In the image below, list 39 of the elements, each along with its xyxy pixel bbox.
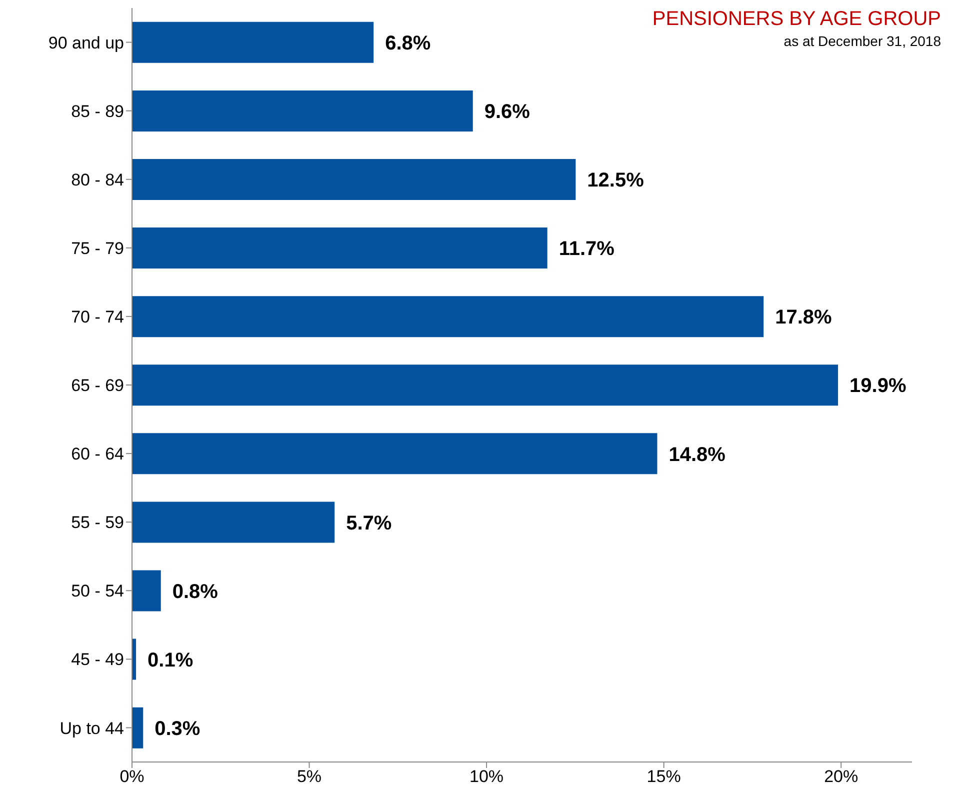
chart-title: PENSIONERS BY AGE GROUP [652, 8, 941, 31]
x-tick-label: 15% [646, 767, 681, 786]
y-tick-label: 50 - 54 [71, 582, 124, 601]
y-tick-label: 80 - 84 [71, 170, 124, 190]
x-tick-label: 10% [470, 767, 504, 786]
x-tick-label: 5% [296, 767, 322, 786]
y-tick-label: 90 and up [48, 33, 124, 52]
text: as at December 31, 2018 [782, 33, 941, 49]
data-label: 0.1% [148, 649, 194, 672]
data-label: 19.9% [850, 375, 906, 398]
data-label: 5.7% [346, 512, 392, 534]
data-label: 6.8% [385, 32, 431, 54]
y-tick-label: 55 - 59 [71, 513, 124, 532]
y-tick-label: 70 - 74 [71, 307, 124, 326]
data-label: 0.3% [154, 718, 200, 740]
bar [132, 433, 658, 474]
bar [132, 570, 161, 612]
y-tick-label: 60 - 64 [71, 444, 124, 464]
bar [132, 158, 576, 200]
data-label: 11.7% [558, 238, 615, 260]
data-label: 14.8% [668, 444, 726, 466]
x-tick-label: 20% [824, 767, 858, 786]
y-tick-label: 75 - 79 [71, 238, 124, 258]
data-label: 12.5% [587, 170, 644, 192]
bar [132, 22, 374, 63]
bar [132, 364, 838, 406]
y-tick-label: 85 - 89 [71, 102, 124, 121]
y-tick-label: 45 - 49 [71, 650, 124, 670]
data-label: 0.8% [172, 580, 218, 603]
bar [132, 296, 764, 338]
x-tick-label: 0% [120, 767, 144, 786]
bar [132, 90, 473, 132]
data-label: 9.6% [484, 101, 530, 124]
data-label: 17.8% [775, 306, 832, 329]
bar [132, 707, 144, 748]
bar [132, 228, 548, 269]
y-tick-label: Up to 44 [60, 718, 124, 738]
y-tick-label: 65 - 69 [71, 376, 124, 396]
bar [132, 502, 335, 543]
